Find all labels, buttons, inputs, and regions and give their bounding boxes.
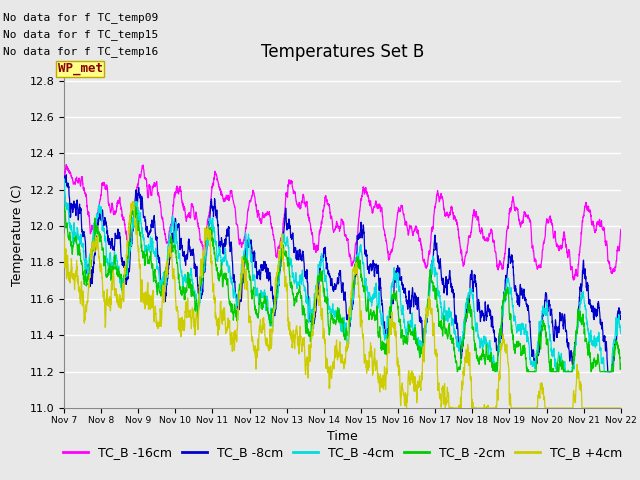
Text: WP_met: WP_met xyxy=(58,62,102,75)
Text: No data for f TC_temp16: No data for f TC_temp16 xyxy=(3,46,159,57)
Text: No data for f TC_temp15: No data for f TC_temp15 xyxy=(3,29,159,40)
Y-axis label: Temperature (C): Temperature (C) xyxy=(11,184,24,286)
X-axis label: Time: Time xyxy=(327,430,358,443)
Text: No data for f TC_temp09: No data for f TC_temp09 xyxy=(3,12,159,23)
Title: Temperatures Set B: Temperatures Set B xyxy=(260,43,424,61)
Legend: TC_B -16cm, TC_B -8cm, TC_B -4cm, TC_B -2cm, TC_B +4cm: TC_B -16cm, TC_B -8cm, TC_B -4cm, TC_B -… xyxy=(58,441,627,464)
